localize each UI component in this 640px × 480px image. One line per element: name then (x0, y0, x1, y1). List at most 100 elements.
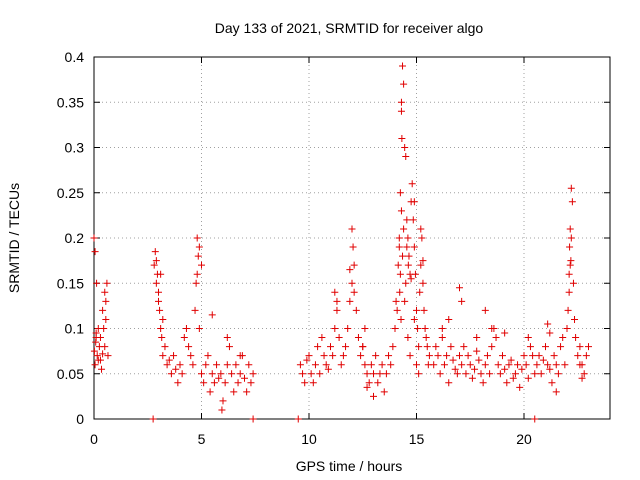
data-point (90, 234, 98, 242)
data-point (333, 297, 341, 305)
data-point (404, 334, 412, 342)
data-point (438, 325, 446, 332)
data-point (565, 288, 573, 296)
data-point (499, 352, 506, 360)
data-point (438, 334, 446, 342)
data-point (198, 261, 205, 269)
data-point (96, 334, 104, 342)
data-point (401, 144, 409, 151)
data-point (331, 325, 339, 332)
data-point (481, 306, 489, 314)
data-point (542, 343, 549, 351)
data-point (451, 365, 459, 373)
data-point (223, 334, 231, 342)
data-point (392, 297, 400, 305)
data-point (413, 361, 420, 369)
data-point (165, 356, 173, 364)
data-point (404, 261, 412, 269)
data-point (152, 279, 160, 287)
data-point (410, 315, 418, 323)
data-point (193, 270, 201, 278)
data-point (486, 370, 494, 378)
data-point (404, 234, 412, 242)
data-point (372, 352, 380, 360)
data-point (396, 288, 404, 296)
data-point (152, 257, 160, 265)
y-tick-label: 0.25 (57, 185, 84, 201)
data-point (518, 365, 526, 373)
data-point (192, 279, 200, 287)
data-point (191, 306, 199, 314)
data-point (468, 374, 476, 382)
data-point (471, 365, 479, 373)
data-point (182, 325, 190, 332)
data-point (585, 343, 592, 351)
data-point (415, 343, 423, 351)
data-point (200, 379, 208, 387)
data-point (417, 261, 425, 269)
x-axis-label: GPS time / hours (296, 458, 403, 474)
data-point (571, 315, 579, 323)
data-point (460, 343, 468, 351)
data-point (195, 243, 203, 251)
data-point (376, 370, 384, 378)
data-point (554, 370, 562, 378)
y-tick-label: 0.3 (65, 140, 85, 156)
data-point (492, 334, 500, 342)
x-tick-label: 10 (301, 431, 317, 447)
x-tick-label: 15 (409, 431, 425, 447)
data-point (225, 343, 233, 351)
data-point (150, 261, 158, 269)
data-point (185, 343, 193, 351)
data-point (466, 361, 474, 369)
data-point (305, 352, 313, 360)
data-point (401, 297, 409, 305)
data-point (385, 352, 393, 360)
data-point (443, 352, 451, 360)
data-point (245, 361, 253, 369)
data-point (296, 361, 304, 369)
data-point (102, 315, 110, 323)
data-point (176, 361, 184, 369)
data-point (445, 315, 453, 323)
data-point (344, 325, 352, 332)
data-point (187, 352, 195, 360)
data-point (363, 383, 371, 391)
data-point (365, 379, 373, 387)
data-point (578, 374, 586, 382)
data-point (378, 361, 386, 369)
data-point (350, 261, 358, 269)
chart-title: Day 133 of 2021, SRMTID for receiver alg… (215, 20, 484, 36)
data-point (232, 361, 240, 369)
data-point (475, 356, 483, 364)
data-point (236, 370, 244, 378)
data-point (172, 365, 180, 373)
data-point (565, 270, 573, 278)
data-point (333, 306, 341, 314)
data-point (331, 288, 339, 296)
data-point (414, 325, 422, 332)
data-point (380, 388, 388, 396)
data-point (494, 361, 502, 369)
data-point (572, 334, 580, 342)
data-point (370, 392, 377, 400)
data-point (243, 388, 251, 396)
data-point (101, 343, 109, 351)
data-point (400, 80, 408, 88)
data-point (202, 361, 210, 369)
y-tick-label: 0.4 (65, 49, 85, 65)
data-point (167, 370, 175, 378)
data-point (311, 361, 319, 369)
data-point (535, 352, 543, 360)
data-point (582, 352, 590, 360)
data-point (309, 379, 317, 387)
data-point (402, 279, 410, 287)
data-point (394, 261, 402, 269)
data-point (208, 311, 216, 319)
data-point (488, 325, 496, 332)
data-point (195, 325, 203, 332)
data-point (395, 234, 403, 242)
data-point (218, 406, 226, 414)
data-point (425, 352, 433, 360)
data-point (422, 334, 430, 342)
